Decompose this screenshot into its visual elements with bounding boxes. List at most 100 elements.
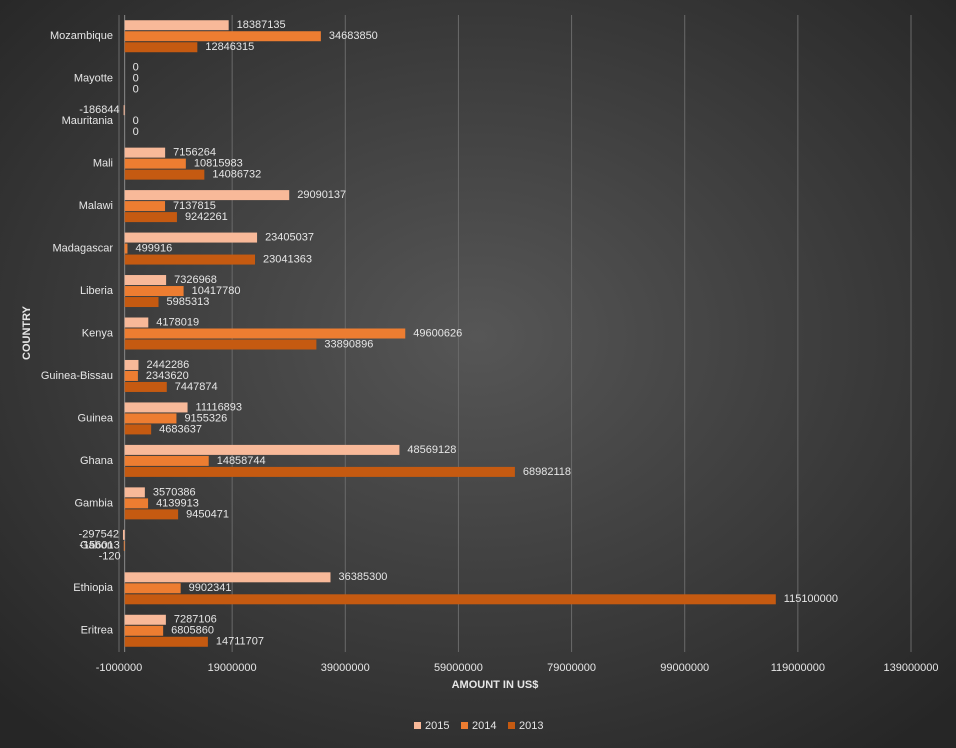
data-label: 7447874 [175, 381, 218, 393]
y-tick-label: Mauritania [62, 115, 114, 127]
data-label: 0 [133, 126, 139, 138]
data-label: 0 [133, 73, 139, 85]
data-label: 2442286 [146, 359, 189, 371]
y-tick-label: Ghana [80, 455, 114, 467]
bar [124, 370, 138, 381]
y-tick-label: Eritrea [81, 625, 114, 637]
data-label: -120 [99, 551, 121, 563]
bar [124, 424, 152, 435]
data-label: 12846315 [205, 41, 254, 53]
data-label: 10815983 [194, 158, 243, 170]
legend-label: 2013 [519, 720, 543, 732]
y-axis-title: COUNTRY [21, 305, 33, 360]
y-tick-label: Ethiopia [73, 582, 114, 594]
data-label: 0 [133, 84, 139, 96]
data-label: 4683637 [159, 423, 202, 435]
x-tick-label: 79000000 [547, 662, 596, 674]
data-label: 14711707 [216, 636, 264, 648]
bar [124, 614, 166, 625]
x-tick-label: 39000000 [321, 662, 370, 674]
data-label: 6805860 [171, 625, 214, 637]
bar [124, 212, 177, 223]
y-tick-label: Madagascar [52, 242, 113, 254]
bar [124, 275, 167, 286]
bar [124, 455, 209, 466]
bar [124, 232, 258, 243]
bar [124, 147, 166, 158]
y-tick-label: Mali [93, 158, 113, 170]
bar [124, 487, 145, 498]
data-label: 2343620 [146, 370, 189, 382]
data-label: 14086732 [212, 169, 261, 181]
data-label: 9155326 [184, 412, 227, 424]
legend-swatch [508, 722, 515, 729]
bar [124, 297, 159, 308]
legend-swatch [461, 722, 468, 729]
y-tick-label: Guinea-Bissau [41, 370, 113, 382]
data-label: 33890896 [324, 338, 373, 350]
bar [124, 31, 321, 42]
y-tick-label: Mayotte [74, 73, 113, 85]
bar [123, 540, 125, 551]
bar [124, 509, 179, 520]
data-label: 9242261 [185, 211, 228, 223]
x-axis-title: AMOUNT IN US$ [452, 679, 539, 691]
bar [124, 413, 177, 424]
data-label: 48569128 [407, 444, 456, 456]
x-tick-label: 99000000 [660, 662, 709, 674]
data-label: -186844 [79, 104, 119, 116]
data-label: 23405037 [265, 231, 314, 243]
bar [124, 243, 128, 254]
y-tick-label: Mozambique [50, 30, 113, 42]
data-label: 10417780 [192, 285, 241, 297]
y-tick-label: Gambia [74, 497, 113, 509]
bar [124, 498, 149, 509]
bar [124, 201, 166, 212]
bar [124, 381, 167, 392]
bar [124, 359, 139, 370]
data-label: 4139913 [156, 497, 199, 509]
bar [124, 169, 205, 180]
y-tick-label: Malawi [79, 200, 113, 212]
legend-label: 2014 [472, 720, 496, 732]
data-label: 0 [133, 62, 139, 74]
x-tick-label: 119000000 [771, 662, 825, 674]
bar [124, 328, 406, 339]
data-label: 23041363 [263, 253, 312, 265]
bar [124, 158, 186, 169]
bar [124, 402, 188, 413]
data-label: 49600626 [413, 327, 462, 339]
x-tick-label: 19000000 [208, 662, 257, 674]
data-label: 9902341 [189, 582, 232, 594]
y-tick-label: Liberia [80, 285, 114, 297]
y-tick-label: Guinea [78, 412, 114, 424]
data-label: -156013 [79, 540, 119, 552]
data-label: 4178019 [156, 316, 199, 328]
data-label: 0 [133, 115, 139, 127]
data-label: 3570386 [153, 486, 196, 498]
bar [124, 466, 515, 477]
data-label: 115100000 [784, 593, 838, 605]
bar [124, 594, 776, 605]
data-label: 29090137 [297, 189, 346, 201]
bar [123, 105, 125, 116]
bar [124, 317, 149, 328]
x-tick-label: 59000000 [434, 662, 483, 674]
data-label: 499916 [135, 242, 172, 254]
bar [124, 444, 400, 455]
y-tick-label: Gabon [80, 540, 113, 552]
data-label: 7287106 [174, 614, 217, 626]
bar [124, 339, 317, 350]
bar [124, 190, 290, 201]
data-label: 7156264 [173, 147, 216, 159]
bar [124, 254, 256, 265]
bar [124, 625, 164, 636]
bar [124, 572, 331, 583]
bar [122, 529, 125, 540]
data-label: 34683850 [329, 30, 378, 42]
data-label: 36385300 [338, 571, 387, 583]
data-label: 11116893 [196, 401, 243, 413]
data-label: 9450471 [186, 508, 229, 520]
x-tick-label: 139000000 [883, 662, 938, 674]
